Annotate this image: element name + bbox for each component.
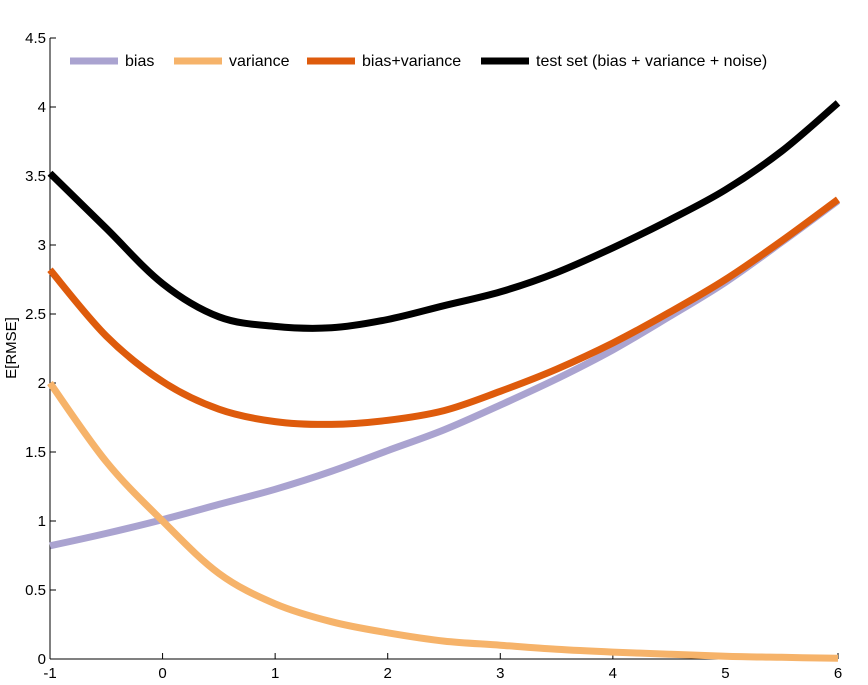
y-tick-label: 0 xyxy=(38,651,46,668)
series-line-1 xyxy=(47,380,839,662)
legend-label-1: variance xyxy=(229,53,290,70)
x-tick-label: 0 xyxy=(158,665,166,682)
legend-label-3: test set (bias + variance + noise) xyxy=(536,53,767,70)
x-tick-label: 5 xyxy=(721,665,729,682)
x-tick-label: 4 xyxy=(609,665,617,682)
y-tick-label: 4.5 xyxy=(25,30,46,47)
y-tick-label: 2.5 xyxy=(25,306,46,323)
series-layer xyxy=(47,100,841,662)
y-tick-label: 0.5 xyxy=(25,582,46,599)
series-line-2 xyxy=(47,196,841,428)
x-tick-label: 1 xyxy=(271,665,279,682)
y-tick-label: 3.5 xyxy=(25,168,46,185)
y-tick-label: 4 xyxy=(38,99,46,116)
x-tick-label: 6 xyxy=(834,665,842,682)
x-tick-label: 2 xyxy=(384,665,392,682)
x-tick-label: 3 xyxy=(496,665,504,682)
y-axis-title: E[RMSE] xyxy=(3,317,20,379)
y-tick-label: 1 xyxy=(38,513,46,530)
series-line-3 xyxy=(47,100,841,332)
legend-label-0: bias xyxy=(125,53,154,70)
y-tick-label: 1.5 xyxy=(25,444,46,461)
legend: bias variance bias+variance test set (bias … xyxy=(70,53,767,70)
ticks: -1 0 1 2 3 4 5 600.511.522.533.544.5 xyxy=(25,30,842,682)
y-tick-label: 3 xyxy=(38,237,46,254)
y-tick-label: 2 xyxy=(38,375,46,392)
x-tick-label: -1 xyxy=(43,665,56,682)
axes xyxy=(49,38,838,660)
legend-label-2: bias+variance xyxy=(362,53,461,70)
series-line-0 xyxy=(49,197,841,550)
